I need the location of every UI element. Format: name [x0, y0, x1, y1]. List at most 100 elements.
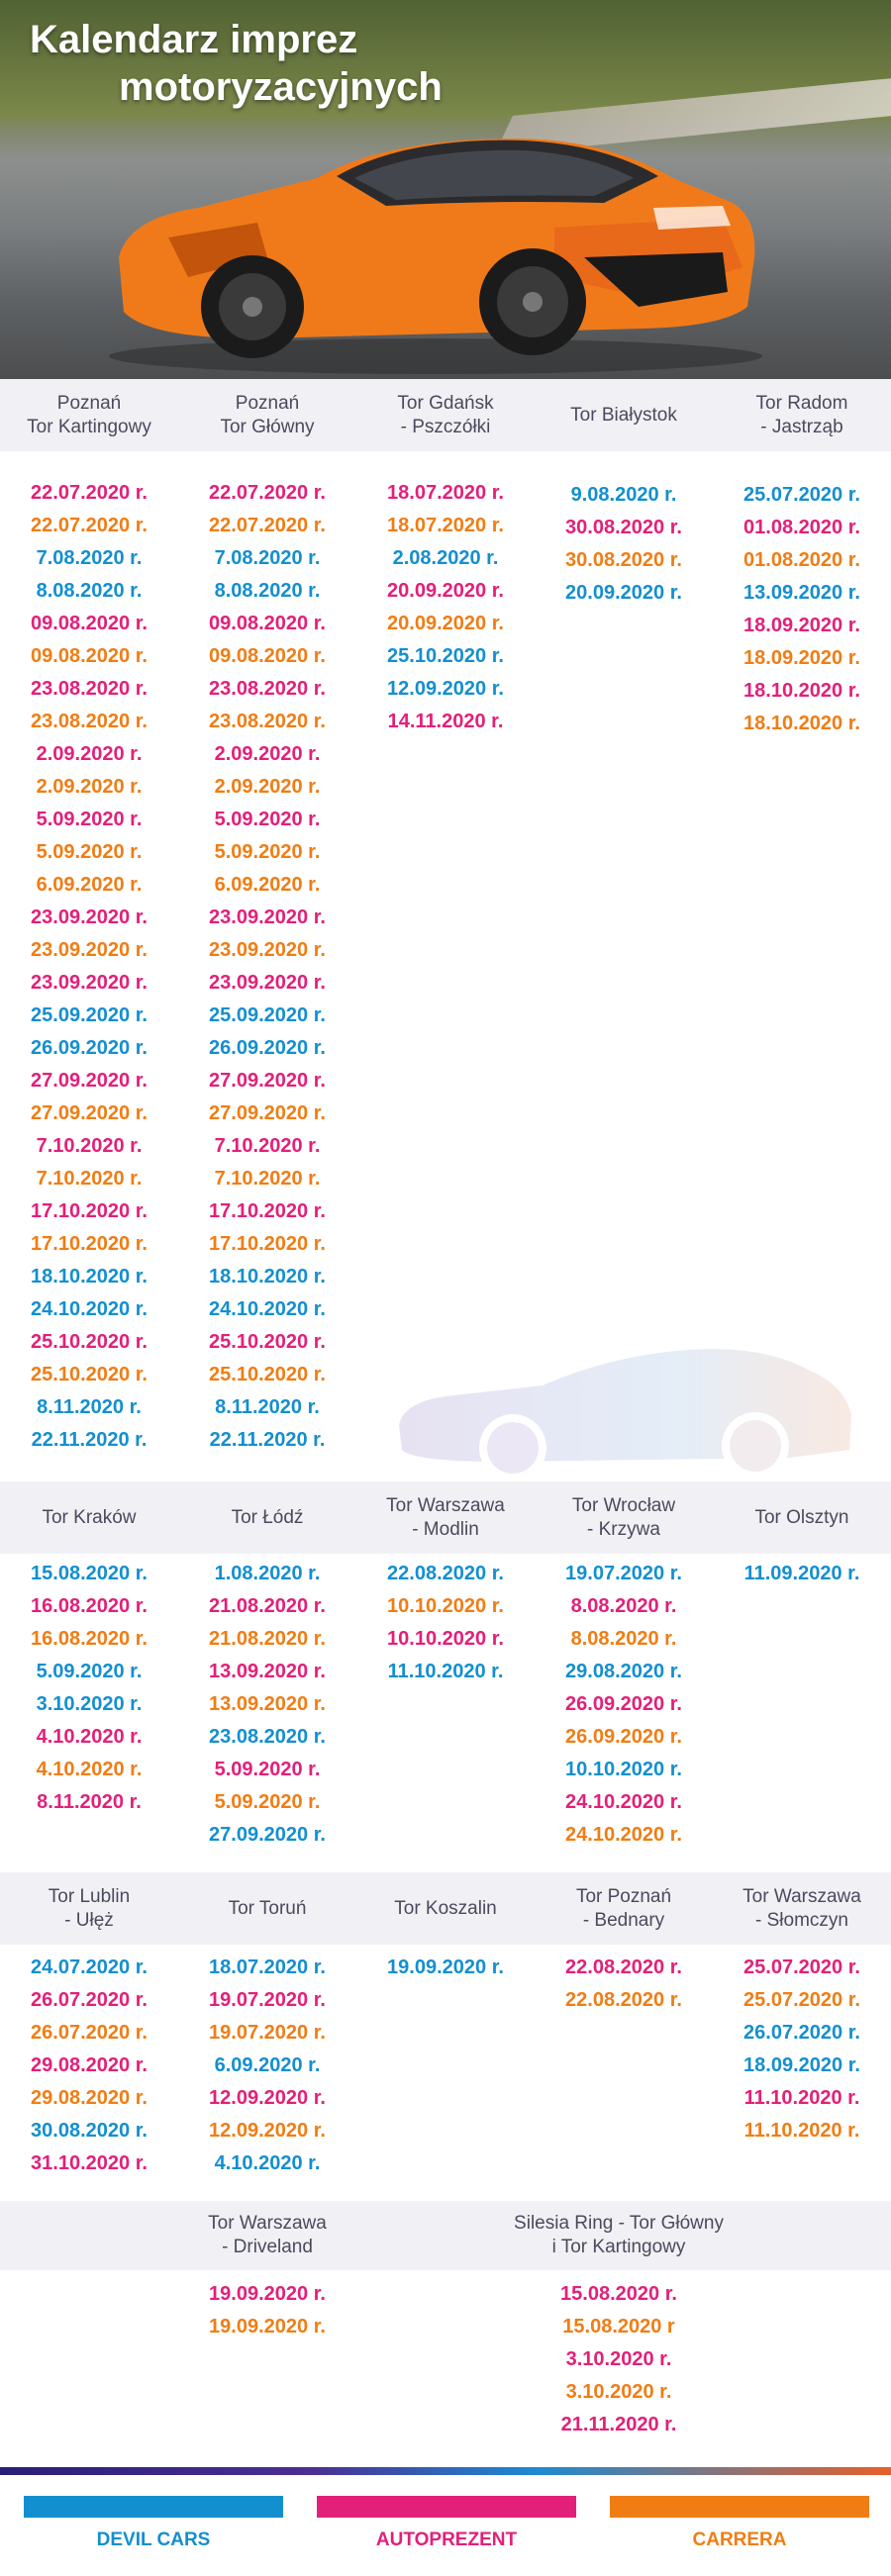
event-date: 6.09.2020 r. — [214, 2054, 321, 2076]
column-header-warszawa-driveland: Tor Warszawa - Driveland — [208, 2213, 327, 2257]
column-header-wroclaw: Tor Wrocław - Krzywa — [571, 1494, 676, 1540]
event-date: 10.10.2020 r. — [387, 1628, 504, 1650]
car-silhouette-watermark — [399, 1349, 851, 1479]
legend-bar-devil-cars — [24, 2496, 283, 2518]
event-date: 25.10.2020 r. — [209, 1331, 326, 1353]
event-date: 24.07.2020 r. — [31, 1956, 148, 1978]
event-date: 26.09.2020 r. — [31, 1037, 148, 1059]
event-date: 30.08.2020 r. — [565, 517, 682, 538]
event-date: 19.07.2020 r. — [565, 1563, 682, 1584]
event-date: 7.10.2020 r. — [214, 1168, 321, 1190]
event-date: 23.08.2020 r. — [209, 678, 326, 700]
event-date: 29.08.2020 r. — [31, 2087, 148, 2109]
event-date: 23.09.2020 r. — [31, 906, 148, 928]
event-date: 20.09.2020 r. — [387, 613, 504, 634]
event-date: 8.11.2020 r. — [37, 1791, 142, 1813]
event-date: 25.09.2020 r. — [209, 1004, 326, 1026]
event-date: 9.08.2020 r. — [570, 484, 677, 506]
event-date: 22.07.2020 r. — [209, 515, 326, 536]
event-date: 2.09.2020 r. — [36, 776, 143, 798]
event-date: 27.09.2020 r. — [209, 1102, 326, 1124]
hero-banner: Kalendarz imprez motoryzacyjnych — [0, 0, 891, 379]
dates-col-poznan-glowny: 22.07.2020 r. 22.07.2020 r. 7.08.2020 r. 8.… — [178, 477, 356, 1457]
event-date: 26.07.2020 r. — [31, 2022, 148, 2044]
event-date: 17.10.2020 r. — [31, 1233, 148, 1255]
event-date: 19.07.2020 r. — [209, 2022, 326, 2044]
event-date: 09.08.2020 r. — [31, 645, 148, 667]
event-date: 4.10.2020 r. — [214, 2152, 321, 2174]
section1-header-row: Poznań Tor Kartingowy Poznań Tor Główny … — [0, 379, 891, 451]
column-header-poznan-kartingowy: Poznań Tor Kartingowy — [27, 392, 151, 437]
event-date: 8.11.2020 r. — [37, 1396, 142, 1418]
event-date: 25.07.2020 r. — [743, 1956, 860, 1978]
event-date: 5.09.2020 r. — [214, 1759, 321, 1780]
event-date: 25.09.2020 r. — [31, 1004, 148, 1026]
event-date: 2.09.2020 r. — [214, 743, 321, 765]
event-date: 11.10.2020 r. — [743, 2087, 860, 2109]
event-date: 15.08.2020 r. — [560, 2283, 677, 2305]
event-date: 18.09.2020 r. — [743, 647, 860, 669]
event-date: 1.08.2020 r. — [214, 1563, 321, 1584]
event-date: 26.09.2020 r. — [209, 1037, 326, 1059]
event-date: 3.10.2020 r. — [36, 1693, 143, 1715]
event-date: 09.08.2020 r. — [209, 613, 326, 634]
event-date: 19.09.2020 r. — [209, 2283, 326, 2305]
event-date: 19.07.2020 r. — [209, 1989, 326, 2011]
event-date: 23.09.2020 r. — [31, 972, 148, 994]
column-header-radom: Tor Radom - Jastrząb — [755, 392, 848, 437]
event-date: 25.07.2020 r. — [743, 1989, 860, 2011]
column-header-warszawa-modlin: Tor Warszawa - Modlin — [386, 1494, 505, 1540]
event-date: 31.10.2020 r. — [31, 2152, 148, 2174]
event-date: 25.10.2020 r. — [209, 1364, 326, 1385]
event-date: 23.09.2020 r. — [209, 972, 326, 994]
event-date: 29.08.2020 r. — [565, 1661, 682, 1682]
event-date: 25.10.2020 r. — [31, 1331, 148, 1353]
event-date: 5.09.2020 r. — [36, 809, 143, 830]
event-date: 18.10.2020 r. — [209, 1266, 326, 1288]
orange-sports-car-image — [109, 139, 762, 374]
event-date: 26.07.2020 r. — [31, 1989, 148, 2011]
column-header-silesia-ring: Silesia Ring - Tor Główny i Tor Kartingo… — [514, 2213, 724, 2257]
event-date: 4.10.2020 r. — [36, 1726, 143, 1748]
dates-col-krakow: 15.08.2020 r. 16.08.2020 r. 16.08.2020 r. 5… — [0, 1558, 178, 1819]
dates-col-warszawa-modlin: 22.08.2020 r. 10.10.2020 r. 10.10.2020 r. 1… — [356, 1558, 535, 1688]
event-date: 7.08.2020 r. — [36, 547, 143, 569]
event-date: 27.09.2020 r. — [31, 1102, 148, 1124]
event-date: 22.08.2020 r. — [387, 1563, 504, 1584]
dates-col-warszawa-slomczyn: 25.07.2020 r. 25.07.2020 r. 26.07.2020 r. 1… — [713, 1952, 891, 2147]
event-date: 3.10.2020 r. — [565, 2348, 672, 2370]
event-date: 18.07.2020 r. — [387, 515, 504, 536]
event-date: 11.09.2020 r. — [743, 1563, 860, 1584]
dates-col-poznan-bednary: 22.08.2020 r. 22.08.2020 r. — [535, 1952, 713, 2017]
section4-header-row: Tor Warszawa - Driveland Silesia Ring - … — [0, 2201, 891, 2270]
event-date: 20.09.2020 r. — [565, 582, 682, 604]
event-date: 2.09.2020 r. — [214, 776, 321, 798]
dates-col-lublin: 24.07.2020 r. 26.07.2020 r. 26.07.2020 r. 2… — [0, 1952, 178, 2180]
event-date: 15.08.2020 r. — [31, 1563, 148, 1584]
event-date: 17.10.2020 r. — [209, 1233, 326, 1255]
legend-label-carrera: CARRERA — [692, 2529, 787, 2550]
dates-col-wroclaw: 19.07.2020 r. 8.08.2020 r. 8.08.2020 r. 29.… — [535, 1558, 713, 1852]
event-date: 12.09.2020 r. — [209, 2087, 326, 2109]
event-date: 18.10.2020 r. — [743, 680, 860, 702]
event-date: 5.09.2020 r. — [36, 1661, 143, 1682]
event-date: 01.08.2020 r. — [743, 549, 860, 571]
event-date: 14.11.2020 r. — [387, 711, 504, 732]
event-date: 15.08.2020 r — [562, 2316, 675, 2337]
event-date: 09.08.2020 r. — [31, 613, 148, 634]
page-title-line1: Kalendarz imprez — [30, 18, 358, 61]
event-date: 23.09.2020 r. — [31, 939, 148, 961]
dates-col-koszalin: 19.09.2020 r. — [356, 1952, 535, 1984]
column-header-gdansk: Tor Gdańsk - Pszczółki — [397, 392, 494, 437]
legend-label-autoprezent: AUTOPREZENT — [375, 2529, 518, 2550]
event-date: 5.09.2020 r. — [36, 841, 143, 863]
dates-col-lodz: 1.08.2020 r. 21.08.2020 r. 21.08.2020 r. 13… — [178, 1558, 356, 1852]
event-date: 7.10.2020 r. — [36, 1135, 143, 1157]
event-date: 7.10.2020 r. — [36, 1168, 143, 1190]
event-date: 19.09.2020 r. — [387, 1956, 504, 1978]
dates-col-bialystok: 9.08.2020 r. 30.08.2020 r. 30.08.2020 r. 20… — [535, 479, 713, 610]
legend-label-devil-cars: DEVIL CARS — [96, 2529, 211, 2550]
event-date: 18.09.2020 r. — [743, 2054, 860, 2076]
dates-col-torun: 18.07.2020 r. 19.07.2020 r. 19.07.2020 r. 6… — [178, 1952, 356, 2180]
event-date: 17.10.2020 r. — [209, 1200, 326, 1222]
